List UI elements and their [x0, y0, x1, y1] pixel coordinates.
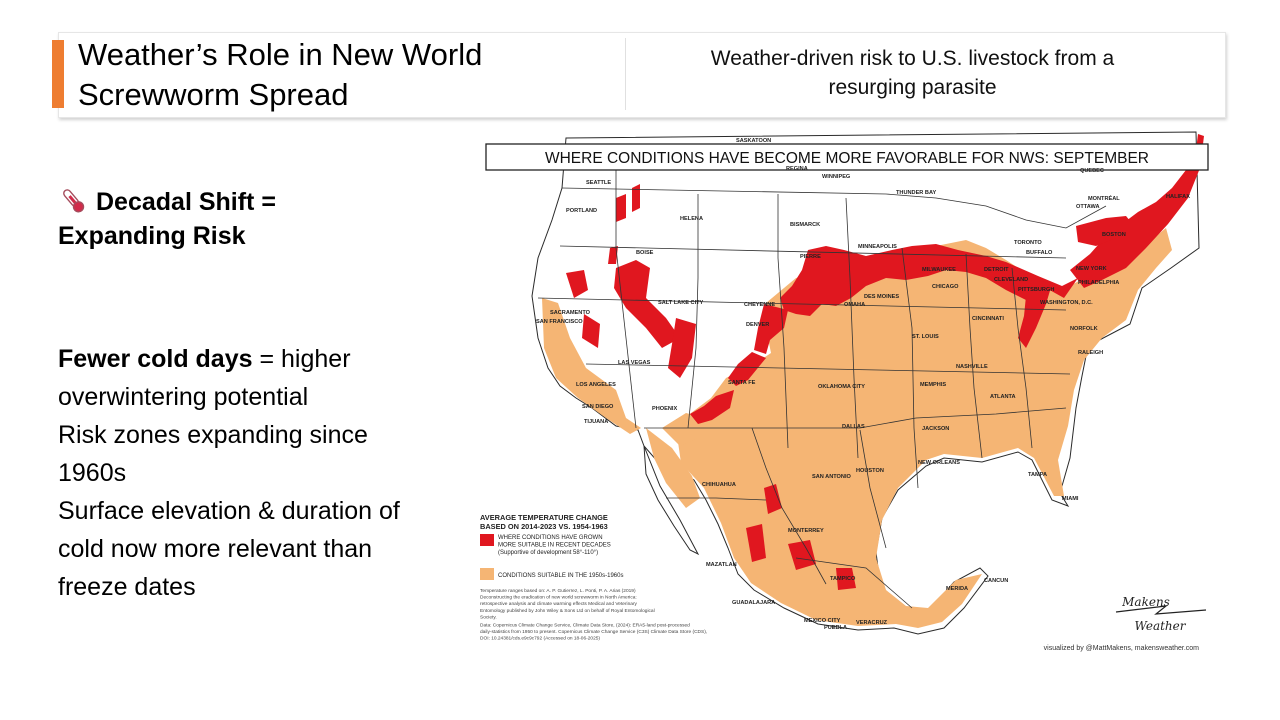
- city-label: DENVER: [746, 322, 769, 328]
- city-label: HELENA: [680, 216, 703, 222]
- city-label: PHILADELPHIA: [1078, 280, 1119, 286]
- city-label: DETROIT: [984, 267, 1009, 273]
- city-label: NORFOLK: [1070, 326, 1098, 332]
- city-label: HALIFAX: [1166, 194, 1190, 200]
- city-label: MONTERREY: [788, 528, 824, 534]
- city-label: WINNIPEG: [822, 174, 850, 180]
- city-label: OTTAWA: [1076, 204, 1100, 210]
- grown-region: [566, 134, 1204, 590]
- borders: [537, 168, 1107, 609]
- city-label: BOISE: [636, 250, 654, 256]
- city-label: BOSTON: [1102, 232, 1126, 238]
- city-label: TAMPA: [1028, 472, 1047, 478]
- city-label: SAN ANTONIO: [812, 474, 851, 480]
- city-labels: SEATTLE PORTLAND HELENA BOISE BISMARCK W…: [536, 138, 1190, 631]
- city-label: JACKSON: [922, 426, 949, 432]
- city-label: WASHINGTON, D.C.: [1040, 300, 1093, 306]
- title-accent-bar: [52, 40, 64, 108]
- city-label: SAN FRANCISCO: [536, 319, 583, 325]
- city-label: LAS VEGAS: [618, 360, 651, 366]
- bullet-text: Surface elevation & duration of cold now…: [58, 497, 400, 601]
- city-label: RALEIGH: [1078, 350, 1103, 356]
- city-label: PUEBLA: [824, 625, 847, 631]
- city-label: VERACRUZ: [856, 620, 888, 626]
- city-label: TORONTO: [1014, 240, 1042, 246]
- city-label: CHIHUAHUA: [702, 482, 736, 488]
- city-label: MONTRÉAL: [1088, 194, 1120, 202]
- decadal-shift-heading-text: Decadal Shift = Expanding Risk: [58, 188, 276, 250]
- legend-swatch-suitable: [480, 568, 494, 580]
- city-label: BISMARCK: [790, 222, 820, 228]
- city-label: OKLAHOMA CITY: [818, 384, 865, 390]
- header-divider: [625, 38, 626, 110]
- bullet-item: Surface elevation & duration of cold now…: [58, 492, 438, 606]
- city-label: TIJUANA: [584, 419, 608, 425]
- city-label: DALLAS: [842, 424, 865, 430]
- city-label: CLEVELAND: [994, 277, 1028, 283]
- city-label: ST. LOUIS: [912, 334, 939, 340]
- city-label: MEMPHIS: [920, 382, 946, 388]
- bullet-bold: Fewer cold days: [58, 345, 253, 373]
- city-label: LOS ANGELES: [576, 382, 616, 388]
- city-label: MERIDA: [946, 586, 968, 592]
- map-title-box: WHERE CONDITIONS HAVE BECOME MORE FAVORA…: [485, 143, 1209, 171]
- bullet-item: Fewer cold days = higher overwintering p…: [58, 340, 438, 416]
- city-label: NEW ORLEANS: [918, 460, 960, 466]
- slide-title: Weather’s Role in New World Screwworm Sp…: [78, 37, 483, 112]
- bullet-text: = higher overwintering potential: [58, 345, 351, 411]
- city-label: OMAHA: [844, 302, 865, 308]
- legend-label-grown: WHERE CONDITIONS HAVE GROWN MORE SUITABL…: [498, 535, 612, 556]
- city-label: SALT LAKE CITY: [658, 300, 704, 306]
- city-label: QUEBEC: [1080, 168, 1104, 174]
- city-label: DES MOINES: [864, 294, 899, 300]
- city-label: NEW YORK: [1076, 266, 1107, 272]
- city-label: CANCUN: [984, 578, 1008, 584]
- city-label: PHOENIX: [652, 406, 677, 412]
- city-label: PITTSBURGH: [1018, 287, 1054, 293]
- legend-label-suitable: CONDITIONS SUITABLE IN THE 1950s-1960s: [498, 573, 623, 579]
- city-label: GUADALAJARA: [732, 600, 775, 606]
- city-label: MIAMI: [1062, 496, 1079, 502]
- city-label: CHEYENNE: [744, 302, 775, 308]
- legend-swatch-grown: [480, 534, 494, 546]
- city-label: PIERRE: [800, 254, 821, 260]
- title-bar: [58, 32, 1226, 118]
- city-label: SANTA FE: [728, 380, 756, 386]
- city-label: NASHVILLE: [956, 364, 988, 370]
- bullet-item: Risk zones expanding since 1960s: [58, 416, 438, 492]
- decadal-shift-heading: Decadal Shift = Expanding Risk: [58, 185, 358, 253]
- city-label: REGINA: [786, 166, 808, 172]
- city-label: HOUSTON: [856, 468, 884, 474]
- city-label: THUNDER BAY: [896, 190, 936, 196]
- legend-title: AVERAGE TEMPERATURE CHANGE BASED ON 2014…: [480, 513, 610, 531]
- city-label: MEXICO CITY: [804, 618, 841, 624]
- city-label: SACRAMENTO: [550, 310, 591, 316]
- makens-weather-logo: Makens Weather: [1115, 595, 1207, 633]
- map-credit: visualized by @MattMakens, makensweather…: [1044, 645, 1200, 652]
- thermometer-icon: [63, 189, 85, 213]
- city-label: BUFFALO: [1026, 250, 1053, 256]
- city-label: CINCINNATI: [972, 316, 1004, 322]
- city-label: MAZATLAN: [706, 562, 737, 568]
- legend-source: Temperature ranges based on: A. P. Gutie…: [480, 588, 708, 642]
- city-label: SEATTLE: [586, 180, 611, 186]
- city-label: TAMPICO: [830, 576, 856, 582]
- city-label: MILWAUKEE: [922, 267, 956, 273]
- map-title: WHERE CONDITIONS HAVE BECOME MORE FAVORA…: [545, 150, 1149, 167]
- city-label: CHICAGO: [932, 284, 959, 290]
- slide-subtitle: Weather-driven risk to U.S. livestock fr…: [710, 47, 1115, 99]
- screwworm-risk-map: WHERE CONDITIONS HAVE BECOME MORE FAVORA…: [480, 131, 1209, 652]
- city-label: SASKATOON: [736, 138, 771, 144]
- city-label: ATLANTA: [990, 394, 1016, 400]
- logo-top: Makens: [1121, 595, 1170, 609]
- map-legend: AVERAGE TEMPERATURE CHANGE BASED ON 2014…: [480, 513, 708, 642]
- city-label: MINNEAPOLIS: [858, 244, 897, 250]
- city-label: SAN DIEGO: [582, 404, 614, 410]
- suitable-region: [542, 228, 1172, 628]
- logo-bottom: Weather: [1135, 619, 1187, 633]
- bullet-list: Fewer cold days = higher overwintering p…: [58, 340, 438, 606]
- city-label: PORTLAND: [566, 208, 597, 214]
- bullet-text: Risk zones expanding since 1960s: [58, 421, 368, 487]
